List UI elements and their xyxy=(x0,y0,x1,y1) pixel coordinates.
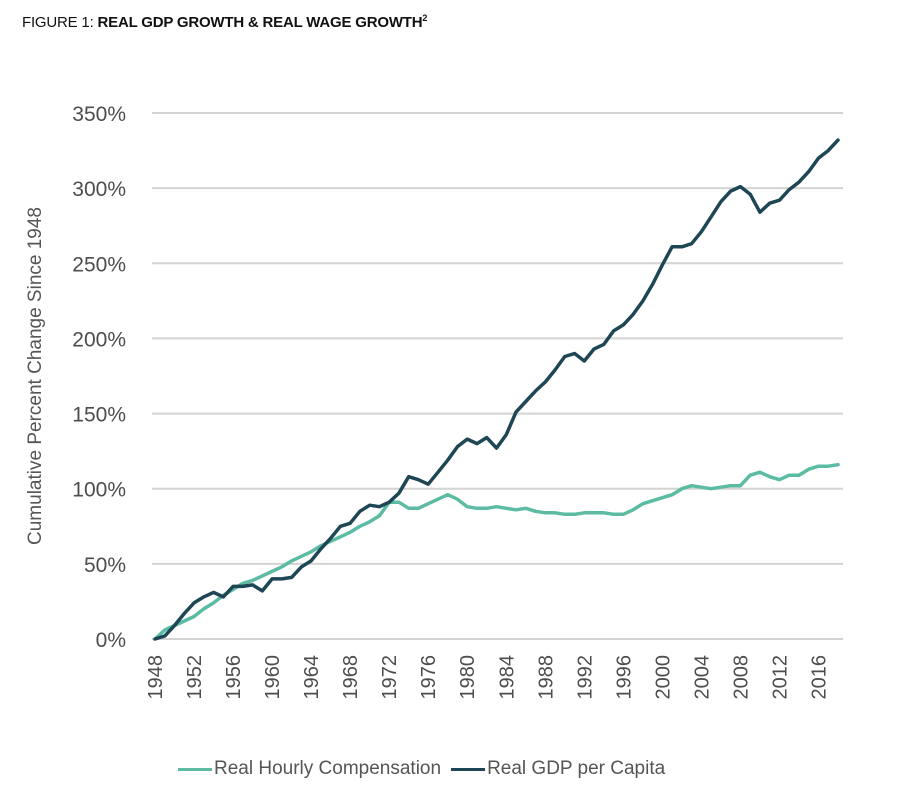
x-tick-label: 1952 xyxy=(184,655,206,700)
x-tick-label: 1992 xyxy=(574,655,596,700)
y-axis-ticks: 0% 50% 100% 150% 200% 250% 300% 350% xyxy=(72,103,126,652)
gridlines xyxy=(152,112,843,640)
series-line-gdp xyxy=(153,138,840,641)
legend: Real Hourly Compensation Real GDP per Ca… xyxy=(178,758,675,780)
legend-swatch-compensation xyxy=(178,767,212,771)
x-tick-label: 1972 xyxy=(379,655,401,700)
y-tick-label: 300% xyxy=(72,178,126,201)
legend-swatch-gdp xyxy=(451,767,486,771)
x-tick-label: 1964 xyxy=(301,655,323,700)
figure-title-bold: REAL GDP GROWTH & REAL WAGE GROWTH xyxy=(97,14,423,31)
x-tick-label: 2000 xyxy=(652,655,674,700)
x-tick-label: 1948 xyxy=(145,655,167,700)
y-tick-label: 100% xyxy=(72,479,126,502)
figure-prefix: FIGURE 1: xyxy=(22,14,98,31)
y-tick-label: 250% xyxy=(72,253,126,276)
x-tick-label: 1996 xyxy=(613,655,635,700)
x-tick-label: 2008 xyxy=(730,655,752,700)
legend-item-compensation: Real Hourly Compensation xyxy=(178,758,441,780)
y-tick-label: 150% xyxy=(72,404,126,427)
figure-title: FIGURE 1: REAL GDP GROWTH & REAL WAGE GR… xyxy=(22,13,427,31)
x-tick-label: 1960 xyxy=(262,655,284,700)
series-lines xyxy=(153,138,840,641)
x-axis-ticks: 1948 1952 1956 1960 1964 1968 1972 1976 1980 1984… xyxy=(145,655,830,700)
legend-item-gdp: Real GDP per Capita xyxy=(451,758,665,780)
x-tick-label: 1988 xyxy=(535,655,557,700)
x-tick-label: 1984 xyxy=(496,655,518,700)
x-tick-label: 1980 xyxy=(457,655,479,700)
x-tick-label: 1956 xyxy=(223,655,245,700)
legend-label-compensation: Real Hourly Compensation xyxy=(214,758,442,779)
x-tick-label: 1968 xyxy=(340,655,362,700)
y-tick-label: 50% xyxy=(84,554,126,577)
y-tick-label: 0% xyxy=(96,629,126,652)
x-tick-label: 2012 xyxy=(769,655,791,700)
y-axis-label: Cumulative Percent Change Since 1948 xyxy=(25,207,46,545)
series-line-compensation xyxy=(153,462,840,641)
legend-label-gdp: Real GDP per Capita xyxy=(487,758,666,779)
x-tick-label: 1976 xyxy=(418,655,440,700)
y-tick-label: 200% xyxy=(72,328,126,351)
x-tick-label: 2004 xyxy=(691,655,713,700)
figure-footnote-mark: 2 xyxy=(422,13,428,23)
y-tick-label: 350% xyxy=(72,103,126,126)
x-tick-label: 2016 xyxy=(808,655,830,700)
